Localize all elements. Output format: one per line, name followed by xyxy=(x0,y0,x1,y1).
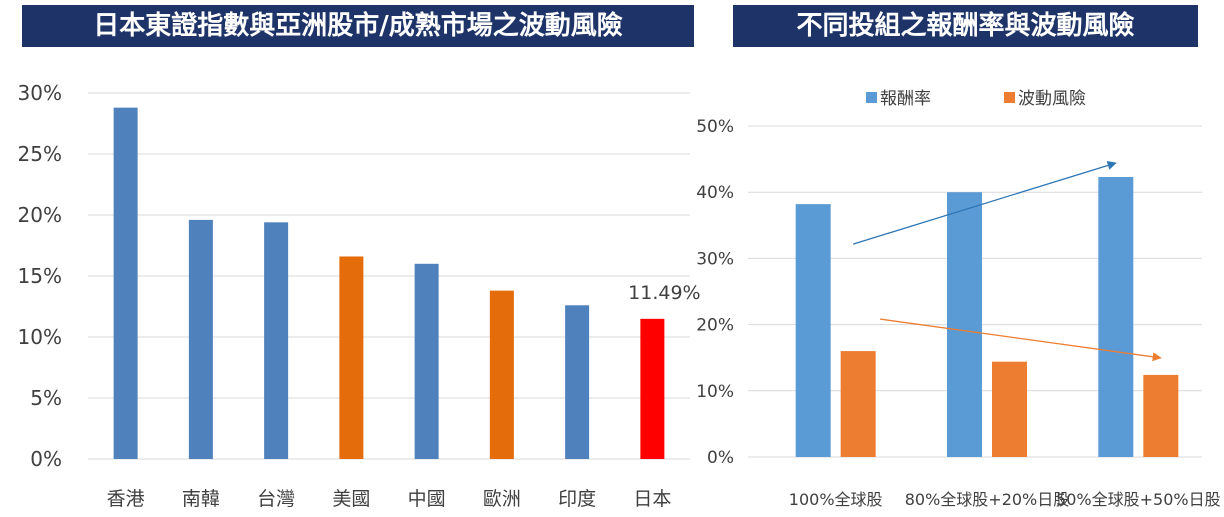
y-tick-label: 20% xyxy=(696,316,734,336)
x-tick-label: 美國 xyxy=(332,488,370,510)
trend-arrow-down xyxy=(880,318,1162,362)
bar-波動風險-100%全球股 xyxy=(840,351,876,457)
y-tick-label: 30% xyxy=(18,81,62,105)
data-label: 11.49% xyxy=(628,282,700,304)
y-tick-label: 10% xyxy=(18,325,62,349)
right-chart-title-banner: 不同投組之報酬率與波動風險 xyxy=(733,5,1198,47)
left-chart-title-banner: 日本東證指數與亞洲股市/成熟市場之波動風險 xyxy=(22,5,694,47)
y-tick-label: 40% xyxy=(696,183,734,203)
bar-報酬率-100%全球股 xyxy=(795,204,831,457)
y-tick-label: 10% xyxy=(696,382,734,402)
bar-南韓 xyxy=(188,219,213,459)
x-tick-label: 台灣 xyxy=(257,488,295,510)
bar-歐洲 xyxy=(489,290,514,459)
x-tick-label: 印度 xyxy=(558,488,596,510)
x-tick-label: 50%全球股+50%日股 xyxy=(1056,490,1221,509)
x-tick-label: 100%全球股 xyxy=(789,490,883,509)
y-tick-label: 5% xyxy=(30,386,62,410)
legend-swatch xyxy=(866,92,877,103)
bar-中國 xyxy=(414,263,439,459)
y-tick-label: 0% xyxy=(707,448,734,468)
bar-台灣 xyxy=(264,222,289,459)
bar-香港 xyxy=(113,107,138,459)
x-tick-label: 歐洲 xyxy=(483,488,521,510)
x-tick-label: 香港 xyxy=(107,488,145,510)
y-tick-label: 20% xyxy=(18,203,62,227)
legend-label: 報酬率 xyxy=(880,89,931,109)
x-tick-label: 中國 xyxy=(408,488,446,510)
bar-波動風險-50%全球股+50%日股 xyxy=(1143,374,1179,457)
bar-報酬率-80%全球股+20%日股 xyxy=(947,192,982,457)
y-tick-label: 0% xyxy=(30,447,62,471)
x-tick-label: 南韓 xyxy=(182,488,220,510)
legend-swatch xyxy=(1004,92,1015,103)
bar-日本 xyxy=(640,318,665,459)
x-tick-label: 80%全球股+20%日股 xyxy=(905,490,1070,509)
bar-報酬率-50%全球股+50%日股 xyxy=(1098,176,1134,457)
y-tick-label: 50% xyxy=(696,117,734,137)
y-tick-label: 30% xyxy=(696,249,734,269)
trend-arrow-up xyxy=(852,161,1117,245)
y-tick-label: 25% xyxy=(18,142,62,166)
y-tick-label: 15% xyxy=(18,264,62,288)
bar-波動風險-80%全球股+20%日股 xyxy=(992,361,1027,457)
bar-印度 xyxy=(565,305,590,459)
x-tick-label: 日本 xyxy=(633,488,671,510)
legend-label: 波動風險 xyxy=(1018,89,1086,109)
bar-美國 xyxy=(339,256,364,459)
